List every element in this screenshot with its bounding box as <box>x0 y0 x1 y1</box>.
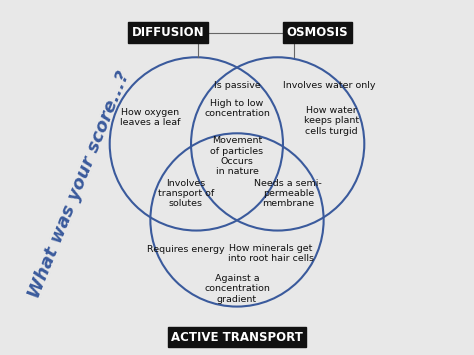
Text: Movement
of particles
Occurs
in nature: Movement of particles Occurs in nature <box>210 136 264 176</box>
Text: Needs a semi-
permeable
membrane: Needs a semi- permeable membrane <box>255 179 322 208</box>
Text: DIFFUSION: DIFFUSION <box>132 26 204 39</box>
Text: How oxygen
leaves a leaf: How oxygen leaves a leaf <box>120 108 181 127</box>
Text: What was your score...?: What was your score...? <box>26 68 134 301</box>
Text: High to low
concentration: High to low concentration <box>204 99 270 118</box>
Text: ACTIVE TRANSPORT: ACTIVE TRANSPORT <box>171 331 303 344</box>
Text: How minerals get
into root hair cells: How minerals get into root hair cells <box>228 244 314 263</box>
Text: How water
keeps plant
cells turgid: How water keeps plant cells turgid <box>304 106 359 136</box>
Text: Requires energy: Requires energy <box>147 246 225 255</box>
Text: Involves
transport of
solutes: Involves transport of solutes <box>157 179 214 208</box>
Text: Is passive: Is passive <box>214 81 260 90</box>
Text: Against a
concentration
gradient: Against a concentration gradient <box>204 274 270 304</box>
Text: Involves water only: Involves water only <box>283 81 375 90</box>
Text: OSMOSIS: OSMOSIS <box>287 26 348 39</box>
